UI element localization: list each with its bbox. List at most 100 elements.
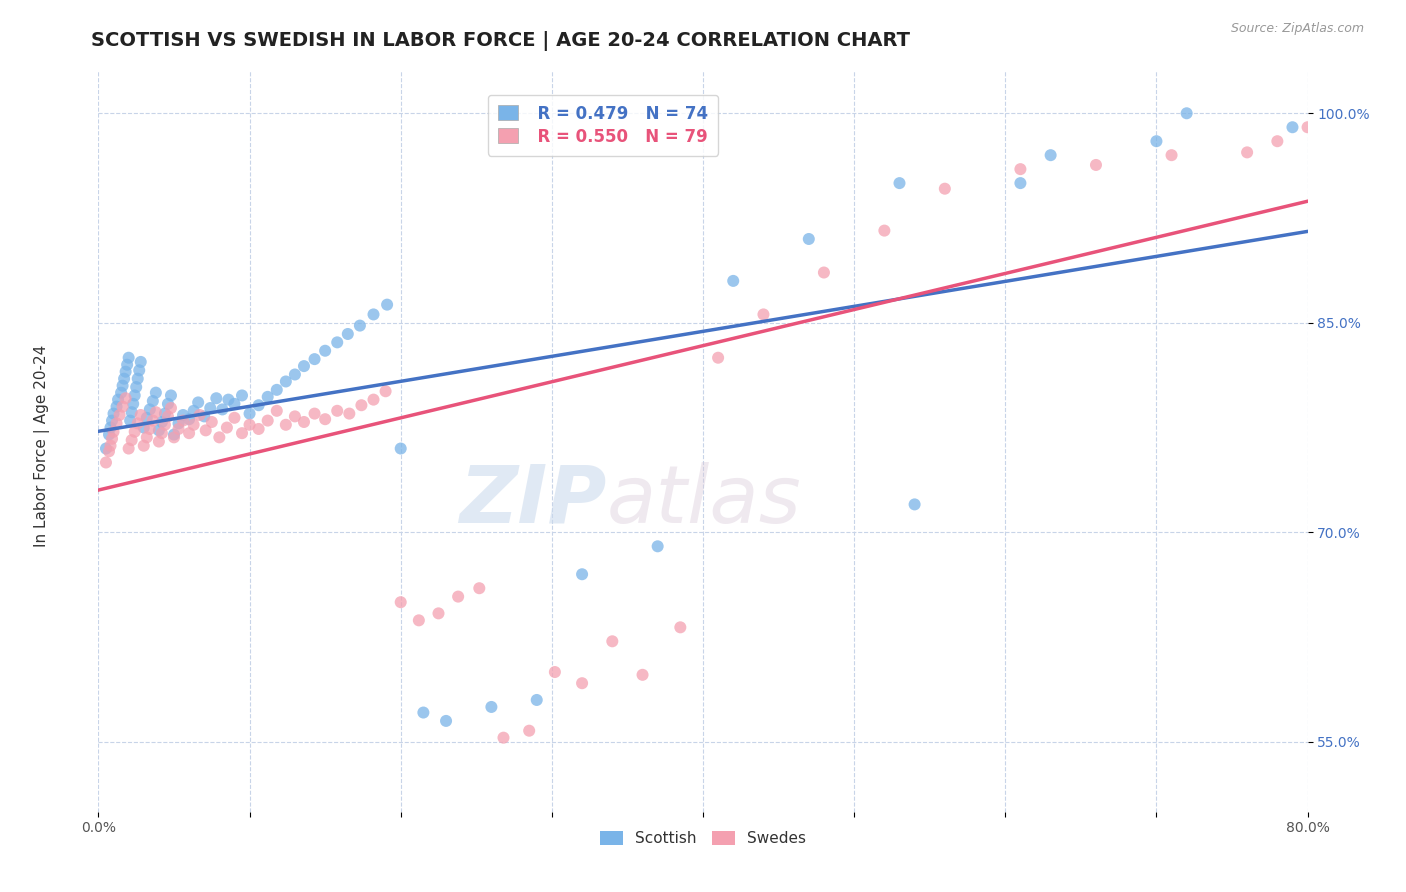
Point <box>193 409 215 424</box>
Point <box>447 590 470 604</box>
Point <box>121 433 143 447</box>
Point <box>153 407 176 421</box>
Point <box>118 351 141 365</box>
Point <box>103 425 125 439</box>
Point <box>363 392 385 407</box>
Point <box>752 307 775 321</box>
Point <box>94 455 117 469</box>
Point <box>231 426 253 441</box>
Point <box>211 402 233 417</box>
Point <box>374 384 396 399</box>
Point <box>103 407 125 421</box>
Point <box>1236 145 1258 160</box>
Point <box>1010 162 1032 177</box>
Point <box>389 442 412 456</box>
Point <box>98 427 121 442</box>
Point <box>224 397 246 411</box>
Point <box>669 620 692 634</box>
Point <box>526 693 548 707</box>
Point <box>284 368 307 382</box>
Point <box>148 434 170 449</box>
Point <box>1364 106 1386 120</box>
Point <box>873 224 896 238</box>
Point <box>127 417 149 431</box>
Point <box>127 372 149 386</box>
Point <box>1175 106 1198 120</box>
Point <box>183 404 205 418</box>
Point <box>602 634 624 648</box>
Point <box>148 423 170 437</box>
Point <box>167 417 190 431</box>
Point <box>142 394 165 409</box>
Text: Source: ZipAtlas.com: Source: ZipAtlas.com <box>1230 22 1364 36</box>
Point <box>314 343 336 358</box>
Point <box>105 417 128 431</box>
Point <box>247 422 270 436</box>
Point <box>266 404 288 418</box>
Point <box>797 232 820 246</box>
Point <box>172 408 194 422</box>
Point <box>266 383 288 397</box>
Point <box>98 444 121 458</box>
Point <box>217 392 239 407</box>
Point <box>389 595 412 609</box>
Point <box>118 442 141 456</box>
Point <box>129 355 152 369</box>
Point <box>292 415 315 429</box>
Point <box>205 391 228 405</box>
Point <box>314 412 336 426</box>
Point <box>571 567 593 582</box>
Point <box>631 668 654 682</box>
Point <box>256 414 278 428</box>
Point <box>179 426 201 441</box>
Point <box>111 400 134 414</box>
Point <box>304 352 326 367</box>
Point <box>1341 106 1364 120</box>
Point <box>101 432 124 446</box>
Point <box>132 439 155 453</box>
Point <box>349 318 371 333</box>
Point <box>105 400 128 414</box>
Point <box>350 398 373 412</box>
Point <box>187 395 209 409</box>
Point <box>1379 106 1402 120</box>
Point <box>163 430 186 444</box>
Point <box>201 415 224 429</box>
Point <box>224 410 246 425</box>
Point <box>183 417 205 432</box>
Point <box>336 326 359 341</box>
Point <box>124 425 146 439</box>
Point <box>427 607 450 621</box>
Point <box>304 407 326 421</box>
Point <box>492 731 515 745</box>
Point <box>135 430 157 444</box>
Point <box>239 407 262 421</box>
Point <box>135 410 157 425</box>
Point <box>179 412 201 426</box>
Point <box>132 420 155 434</box>
Point <box>160 401 183 415</box>
Point <box>101 414 124 428</box>
Point <box>889 176 911 190</box>
Point <box>129 408 152 422</box>
Point <box>468 581 491 595</box>
Point <box>326 335 349 350</box>
Point <box>139 402 162 417</box>
Point <box>139 422 162 436</box>
Point <box>145 405 167 419</box>
Point <box>1010 176 1032 190</box>
Point <box>150 426 173 441</box>
Point <box>517 723 540 738</box>
Point <box>1144 134 1167 148</box>
Point <box>107 392 129 407</box>
Point <box>231 388 253 402</box>
Point <box>114 391 136 405</box>
Point <box>172 414 194 428</box>
Point <box>481 700 503 714</box>
Text: In Labor Force | Age 20-24: In Labor Force | Age 20-24 <box>34 345 51 547</box>
Point <box>114 365 136 379</box>
Point <box>1281 120 1303 135</box>
Point <box>194 423 217 437</box>
Point <box>160 388 183 402</box>
Point <box>723 274 745 288</box>
